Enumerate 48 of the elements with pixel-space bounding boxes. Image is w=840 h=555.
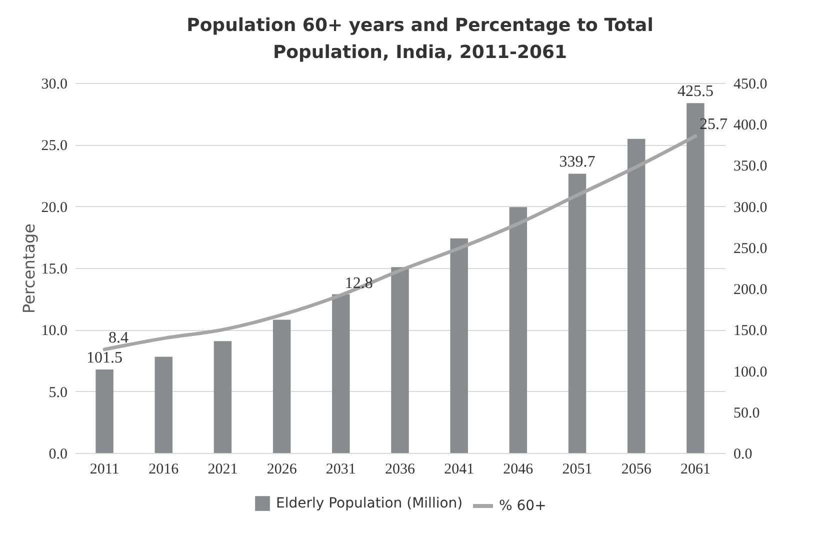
bar xyxy=(96,370,114,453)
bar xyxy=(154,356,172,453)
y2-tick-label: 300.0 xyxy=(734,200,768,216)
data-label: 339.7 xyxy=(559,154,596,171)
x-tick-label: 2051 xyxy=(562,462,592,478)
y2-tick-label: 450.0 xyxy=(734,76,768,92)
bar xyxy=(568,174,586,453)
y2-tick-label: 400.0 xyxy=(734,118,768,134)
y-tick-label: 25.0 xyxy=(41,138,68,154)
data-label: 101.5 xyxy=(86,350,123,367)
x-tick-label: 2036 xyxy=(385,462,416,478)
bar xyxy=(391,267,409,453)
x-tick-label: 2016 xyxy=(148,462,180,478)
x-tick-label: 2021 xyxy=(208,462,238,478)
y2-tick-label: 200.0 xyxy=(734,282,768,298)
x-tick-label: 2061 xyxy=(680,462,710,478)
y2-tick-label: 350.0 xyxy=(734,158,768,175)
y2-tick-label: 50.0 xyxy=(734,405,760,422)
x-tick-label: 2046 xyxy=(503,462,534,478)
bar xyxy=(332,294,350,453)
x-tick-label: 2056 xyxy=(621,462,652,478)
y-tick-label: 20.0 xyxy=(41,200,68,216)
legend-label: Elderly Population (Million) xyxy=(276,496,463,512)
line-series xyxy=(102,134,698,352)
data-label: 12.8 xyxy=(344,275,373,292)
bar xyxy=(628,138,646,453)
y-axis-title: Percentage xyxy=(19,223,38,314)
x-tick-label: 2011 xyxy=(90,462,120,478)
bar xyxy=(509,207,528,453)
x-tick-label: 2026 xyxy=(266,462,298,478)
bar xyxy=(272,320,291,453)
y2-tick-label: 0.0 xyxy=(734,446,752,462)
bar xyxy=(214,341,232,453)
y-tick-label: 10.0 xyxy=(41,323,68,340)
y2-tick-label: 250.0 xyxy=(734,240,768,257)
y2-tick-label: 100.0 xyxy=(734,364,768,380)
legend-label: % 60+ xyxy=(499,498,546,514)
chart-title: Population 60+ years and Percentage to Total Population, India, 2011-2061 xyxy=(186,14,654,65)
data-label: 8.4 xyxy=(108,329,129,346)
bar xyxy=(450,238,468,453)
y2-tick-label: 150.0 xyxy=(734,323,768,340)
y-tick-label: 5.0 xyxy=(48,384,68,401)
x-tick-label: 2041 xyxy=(444,462,474,478)
data-label: 425.5 xyxy=(677,83,714,100)
x-tick-label: 2031 xyxy=(326,462,356,478)
y-tick-label: 15.0 xyxy=(41,262,68,278)
y-tick-label: 0.0 xyxy=(48,446,68,462)
y-tick-label: 30.0 xyxy=(41,76,68,92)
